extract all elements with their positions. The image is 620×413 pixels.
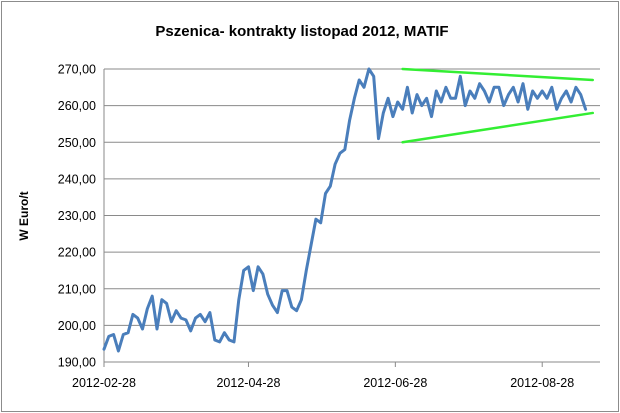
y-tick-label: 190,00 (58, 356, 96, 370)
x-tick-label: 2012-06-28 (363, 376, 427, 390)
lower-trendline (401, 111, 595, 144)
x-tick-label: 2012-04-28 (216, 376, 280, 390)
y-tick-label: 260,00 (58, 99, 96, 113)
y-tick-label: 210,00 (58, 282, 96, 296)
y-tick-label: 240,00 (58, 172, 96, 186)
chart-title: Pszenica- kontrakty listopad 2012, MATIF (155, 23, 448, 40)
upper-trendline (401, 67, 595, 82)
price-series-line (102, 67, 588, 353)
x-tick-label: 2012-02-28 (72, 376, 136, 390)
y-tick-label: 250,00 (58, 136, 96, 150)
y-tick-label: 230,00 (58, 209, 96, 223)
x-tick-label: 2012-08-28 (510, 376, 574, 390)
y-tick-label: 220,00 (58, 246, 96, 260)
y-tick-label: 200,00 (58, 319, 96, 333)
y-tick-label: 270,00 (58, 63, 96, 77)
y-axis-label: W Euro/t (17, 191, 31, 240)
